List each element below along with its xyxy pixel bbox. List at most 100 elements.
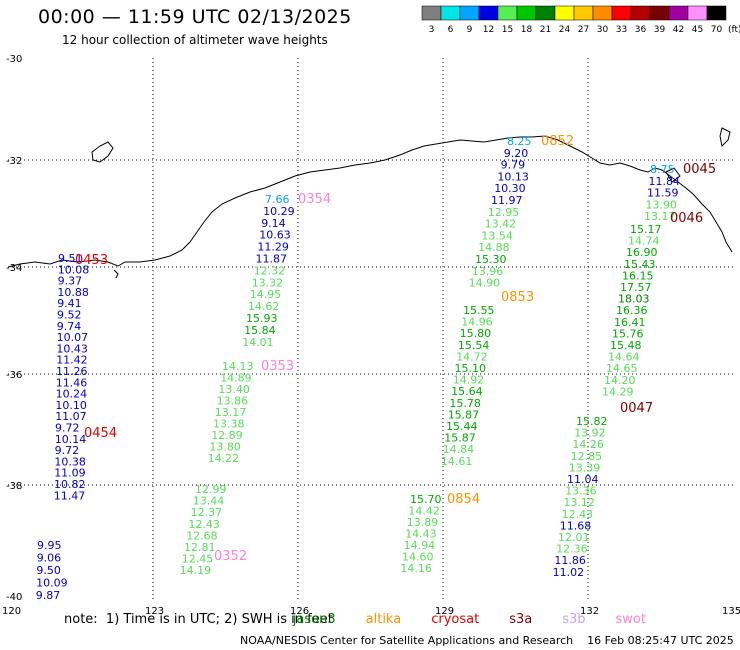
lon-label: 132 [580, 606, 599, 617]
wave-height-value: 14.42 [408, 505, 440, 518]
wave-height-value: 14.89 [220, 372, 252, 385]
wave-height-value: 9.72 [55, 422, 80, 435]
wave-height-value: 15.17 [630, 223, 662, 236]
wave-height-value: 9.95 [37, 539, 62, 552]
wave-height-value: 13.96 [472, 265, 504, 278]
legend-swatch [611, 5, 632, 21]
wave-height-value: 11.02 [553, 566, 585, 579]
satellite-list: jason3 altika cryosat s3a s3b swot [293, 612, 646, 627]
pass-time-label: 0853 [501, 290, 534, 305]
wave-height-value: 14.94 [404, 539, 436, 552]
legend-swatch [497, 5, 518, 21]
wave-height-value: 9.74 [57, 320, 82, 333]
wave-height-value: 9.79 [501, 159, 525, 172]
wave-height-value: 9.87 [36, 589, 61, 602]
legend-swatch [516, 5, 537, 21]
wave-height-value: 14.72 [456, 350, 488, 363]
wave-height-value: 14.60 [402, 551, 434, 564]
wave-height-value: 13.40 [218, 383, 250, 396]
wave-height-value: 12.32 [254, 264, 286, 277]
wave-height-value: 8.75 [650, 163, 675, 176]
legend-swatch [649, 5, 670, 21]
legend-label: 9 [467, 25, 473, 35]
pass-time-label: 0352 [214, 549, 247, 564]
note-text: note: 1) Time is in UTC; 2) SWH is in fe… [64, 612, 333, 627]
pass-time-label: 0047 [620, 401, 653, 416]
wave-height-value: 9.50 [36, 564, 61, 577]
map-subtitle: 12 hour collection of altimeter wave hei… [62, 33, 328, 47]
wave-height-value: 15.44 [446, 420, 478, 433]
wave-height-value: 15.10 [455, 362, 487, 375]
wave-height-value: 12.85 [571, 450, 603, 463]
wave-height-value: 14.20 [604, 374, 636, 387]
lat-lon-grid [8, 58, 733, 600]
legend-label: 42 [673, 25, 684, 35]
wave-height-value: 11.46 [56, 376, 88, 389]
legend-label: 33 [616, 25, 627, 35]
wave-height-value: 15.76 [612, 327, 644, 340]
pass-time-label: 0852 [541, 134, 574, 149]
wave-height-value: 14.29 [602, 385, 634, 398]
wave-height-value: 10.13 [497, 170, 529, 183]
wave-height-value: 10.30 [494, 182, 526, 195]
wave-height-value: 11.87 [256, 253, 288, 266]
wave-height-value: 9.37 [58, 275, 83, 288]
wave-height-value: 11.84 [649, 175, 681, 188]
legend-label: 3 [429, 25, 435, 35]
pass-0453: 9.5110.089.3710.889.419.529.7410.0710.43… [54, 252, 108, 502]
wave-height-tracks: 9.5110.089.3710.889.419.529.7410.0710.43… [36, 134, 716, 602]
pass-0354: 7.6610.299.1410.6311.2911.8712.3213.3214… [242, 192, 331, 349]
wave-height-value: 14.65 [606, 362, 638, 375]
legend-label: 18 [521, 25, 533, 35]
wave-height-value: 14.88 [478, 241, 510, 254]
wave-height-value: 12.36 [556, 543, 588, 556]
wave-height-value: 10.08 [58, 263, 90, 276]
legend-swatch [459, 5, 480, 21]
wave-height-value: 9.52 [57, 309, 82, 322]
wave-height-value: 11.42 [56, 354, 87, 367]
satellite-cryosat: cryosat [431, 612, 480, 627]
wave-height-value: 13.39 [569, 461, 601, 474]
lon-axis-labels: 120 123 126 129 132 135 [2, 606, 740, 617]
wave-height-value: 15.87 [444, 432, 476, 445]
legend-swatch [687, 5, 708, 21]
wave-height-value: 15.84 [244, 324, 276, 337]
wave-height-value: 11.86 [554, 554, 586, 567]
lon-label: 135 [722, 606, 740, 617]
wave-height-value: 14.22 [208, 452, 240, 465]
pass-0352: 12.9913.4412.3712.4312.6812.8112.4514.19… [180, 483, 247, 577]
legend-label: 30 [597, 25, 609, 35]
wave-height-value: 15.80 [460, 327, 492, 340]
wave-height-value: 12.43 [188, 518, 220, 531]
wave-height-value: 9.72 [55, 444, 80, 457]
wave-height-value: 10.63 [259, 229, 291, 242]
pass-0046: 15.1714.7416.9015.4316.1517.5718.0316.36… [602, 211, 703, 398]
legend-label: 6 [448, 25, 454, 35]
wave-height-value: 12.95 [488, 206, 520, 219]
wave-height-value: 16.36 [616, 304, 648, 317]
pass-time-label: 0354 [298, 192, 331, 207]
lat-label: -32 [6, 156, 22, 167]
legend-label: 15 [502, 25, 513, 35]
wave-height-value: 12.89 [211, 429, 243, 442]
wave-height-value: 15.48 [610, 339, 642, 352]
pass-0047: 15.8213.9214.2612.8513.3911.0413.3613.12… [553, 401, 653, 579]
lat-label: -38 [6, 481, 22, 492]
legend-swatch [535, 5, 556, 21]
wave-height-value: 9.20 [504, 147, 529, 160]
wave-height-value: 13.86 [217, 395, 249, 408]
wave-height-value: 15.55 [463, 304, 495, 317]
wave-height-value: 10.24 [56, 388, 88, 401]
wave-height-value: 16.15 [622, 269, 654, 282]
wave-height-value: 10.07 [57, 331, 89, 344]
pass-time-label: 0454 [84, 426, 117, 441]
satellite-altika: altika [365, 612, 402, 627]
wave-height-value: 10.09 [36, 577, 68, 590]
wave-height-value: 10.82 [54, 478, 86, 491]
wave-height-value: 13.89 [407, 516, 439, 529]
wave-height-value: 13.32 [252, 276, 284, 289]
wave-height-value: 10.29 [263, 205, 295, 218]
